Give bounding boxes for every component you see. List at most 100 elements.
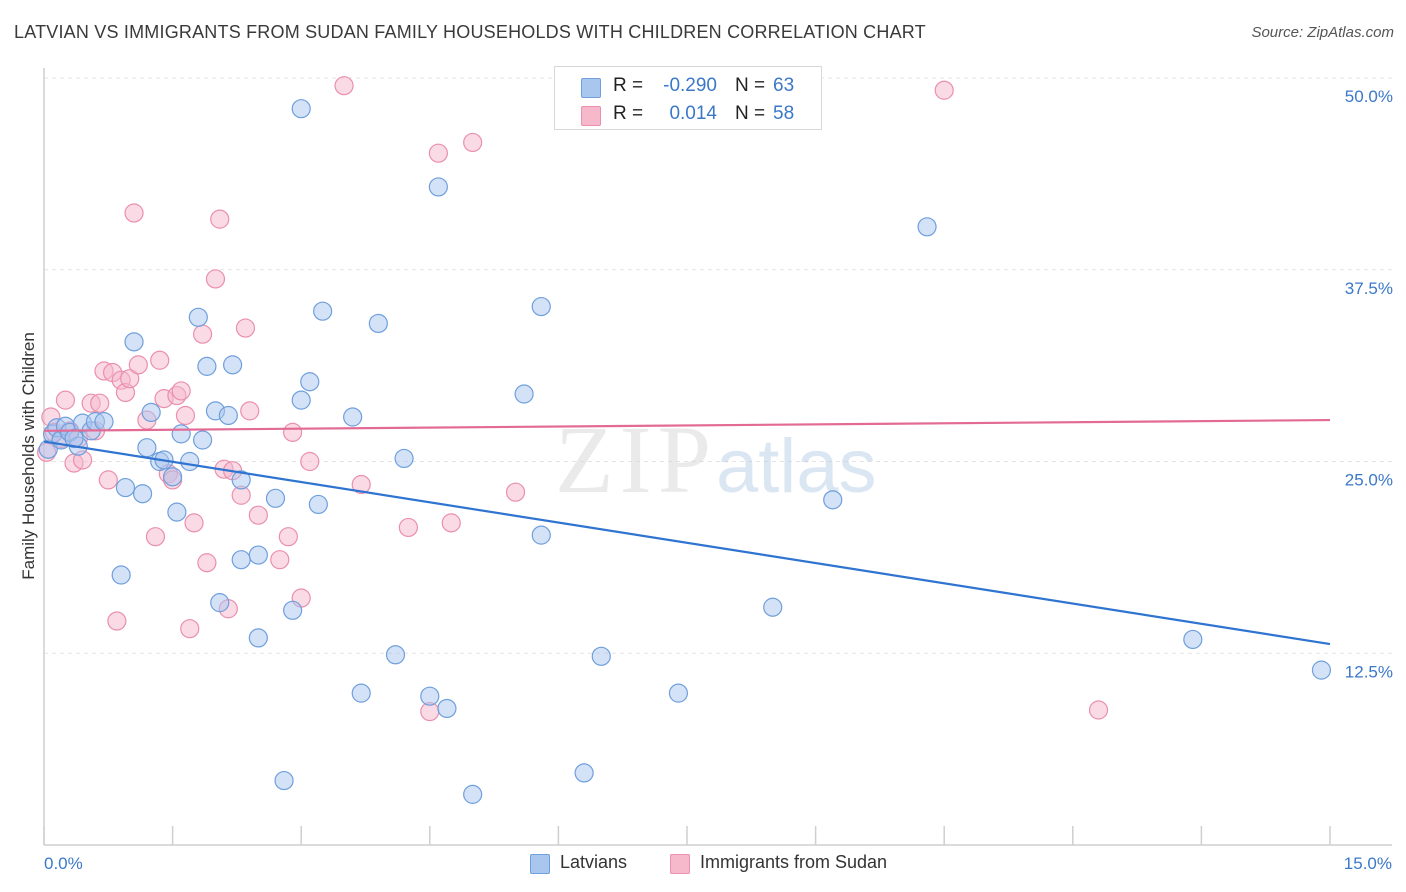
bottom-legend-swatch-sudan (670, 854, 690, 874)
x-tick-label-max: 15.0% (1344, 854, 1392, 873)
sudan-point (334, 76, 354, 96)
legend-n-value-sudan: 58 (773, 103, 795, 124)
y-tick-label: 12.5% (1345, 662, 1393, 681)
latvian-point (531, 296, 551, 317)
sudan-point (150, 350, 170, 370)
sudan-point (128, 355, 148, 375)
y-axis-tick-labels: 12.5% 25.0% 37.5% 50.0% (1345, 87, 1393, 681)
legend-n-label: N = (735, 75, 766, 96)
latvian-point (1311, 660, 1332, 680)
legend-swatch-sudan (581, 106, 601, 126)
y-tick-label: 50.0% (1345, 87, 1393, 106)
legend-n-value-latvians: 63 (773, 75, 795, 96)
latvian-points (38, 99, 1332, 804)
latvian-point (94, 412, 114, 432)
latvian-point (463, 784, 483, 804)
y-tick-label: 37.5% (1345, 279, 1393, 298)
latvian-point (591, 646, 611, 666)
legend-r-label: R = (613, 75, 644, 96)
watermark: ZIP atlas (555, 406, 877, 513)
sudan-point (124, 203, 144, 223)
sudan-point (107, 611, 127, 631)
sudan-point (934, 80, 954, 100)
latvian-point (193, 430, 213, 450)
latvian-point (197, 356, 217, 376)
latvian-point (291, 390, 311, 410)
latvian-point (167, 502, 187, 522)
sudan-point (248, 505, 268, 525)
y-axis-label: Family Households with Children (19, 332, 38, 580)
sudan-point (205, 269, 226, 289)
latvian-point (1183, 629, 1203, 650)
sudan-point (180, 619, 200, 639)
latvian-point (163, 467, 183, 487)
sudan-point (278, 527, 298, 547)
x-tick-label-min: 0.0% (44, 854, 83, 873)
x-axis-ticks (43, 826, 1331, 845)
latvian-point (231, 550, 251, 570)
legend-r-value-sudan: 0.014 (669, 103, 717, 124)
latvian-point (231, 470, 251, 490)
correlation-legend: R = -0.290 N = 63 R = 0.014 N = 58 (554, 66, 822, 130)
sudan-point (300, 451, 320, 472)
latvian-point (420, 686, 440, 706)
latvian-point (313, 301, 333, 321)
latvian-point (917, 217, 937, 237)
sudan-point (90, 393, 110, 413)
latvian-point (137, 438, 157, 458)
latvian-point (291, 99, 311, 119)
latvian-point (514, 384, 534, 404)
sudan-point (441, 513, 461, 533)
sudan-point (210, 209, 230, 229)
sudan-point (120, 369, 140, 389)
latvian-point (763, 597, 783, 617)
latvian-point (308, 494, 328, 515)
latvian-point (368, 313, 388, 334)
bottom-legend-label-latvians: Latvians (560, 852, 628, 872)
latvian-point (180, 451, 200, 472)
latvian-point (115, 477, 136, 498)
latvian-point (188, 307, 208, 327)
sudan-point (351, 474, 371, 495)
sudan-point (240, 401, 260, 421)
sudan-point (193, 324, 213, 344)
bottom-legend-label-sudan: Immigrants from Sudan (700, 852, 888, 872)
sudan-point (270, 550, 290, 570)
legend-n-label: N = (735, 103, 766, 124)
legend-row-sudan: R = 0.014 N = 58 (555, 99, 821, 129)
sudan-point (398, 517, 418, 538)
latvian-point (141, 402, 161, 423)
latvian-point (574, 763, 594, 783)
latvian-point (531, 525, 551, 545)
sudan-point (428, 143, 448, 163)
sudan-point (283, 422, 303, 442)
latvian-point (385, 645, 406, 665)
trend-lines (43, 418, 1331, 646)
latvian-point (351, 683, 371, 703)
legend-r-label: R = (613, 103, 644, 124)
sudan-trend-line (43, 418, 1331, 432)
latvian-point (274, 770, 294, 791)
sudan-point (1088, 700, 1109, 720)
sudan-point (463, 132, 483, 153)
latvian-point (132, 484, 153, 504)
latvian-point (111, 565, 131, 585)
source-label: Source: ZipAtlas.com (1251, 24, 1394, 41)
sudan-point (197, 553, 217, 573)
sudan-point (145, 527, 166, 547)
y-tick-label: 25.0% (1345, 471, 1393, 490)
latvian-point (171, 424, 191, 444)
bottom-legend-swatch-latvians (530, 854, 550, 874)
latvian-point (248, 628, 268, 648)
sudan-point (171, 381, 191, 401)
watermark-atlas: atlas (716, 424, 877, 509)
legend-r-value-latvians: -0.290 (663, 75, 717, 96)
sudan-point (184, 513, 204, 533)
latvian-point (124, 332, 144, 352)
latvian-point (248, 545, 268, 565)
latvian-trend-line (43, 440, 1331, 646)
sudan-points (36, 76, 1109, 722)
sudan-point (505, 482, 526, 502)
chart-title: LATVIAN VS IMMIGRANTS FROM SUDAN FAMILY … (14, 22, 926, 42)
